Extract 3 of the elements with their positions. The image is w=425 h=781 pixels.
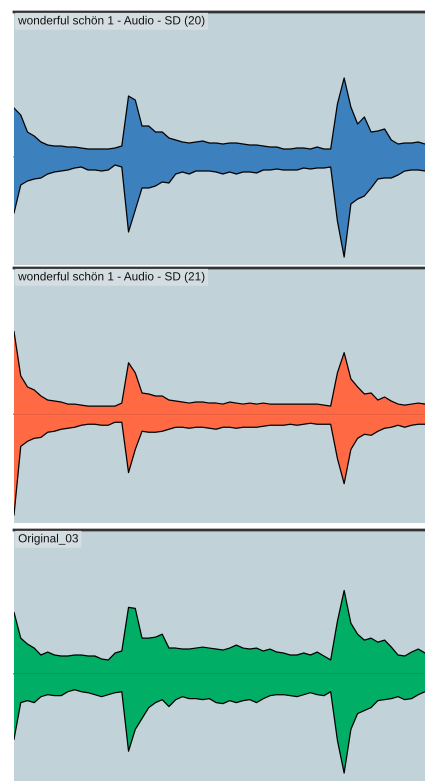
chart-title: wonderful schön 1 - Audio - SD (21) [18,272,204,283]
chart-title: Original_03 [18,534,78,545]
chart-title: wonderful schön 1 - Audio - SD (20) [18,16,204,27]
